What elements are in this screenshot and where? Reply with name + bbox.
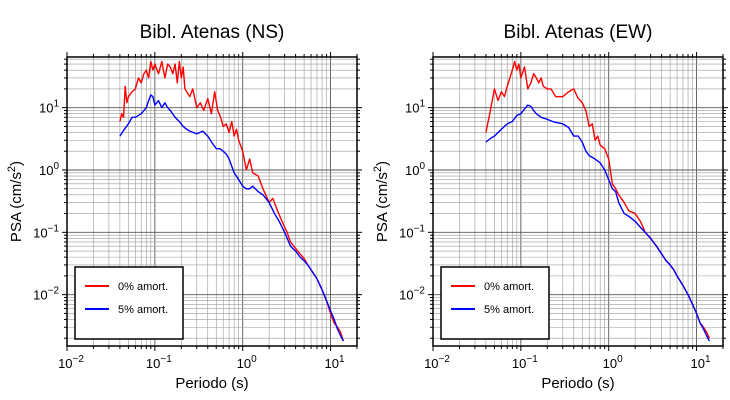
ticks	[62, 52, 362, 351]
plot-frame	[66, 56, 358, 347]
x-axis-label: Periodo (s)	[175, 375, 248, 392]
x-tick-label: 100	[237, 354, 257, 371]
x-tick-label: 101	[691, 354, 711, 371]
y-tick-label: 101	[405, 99, 425, 116]
legend-label: 0% amort.	[484, 281, 534, 293]
legend: 0% amort. 5% amort.	[74, 266, 184, 340]
series-group	[485, 60, 711, 342]
chart-panel-ew: 10−2 10−1 100 101 10−2 10−1 100 101 Bibl. Atenas…	[372, 22, 728, 392]
y-tick-label: 101	[39, 99, 59, 116]
legend-label: 0% amort.	[118, 281, 168, 293]
y-tick-label: 10−1	[33, 223, 59, 240]
chart-title: Bibl. Atenas (EW)	[504, 22, 653, 43]
series-group	[119, 60, 345, 342]
y-tick-label: 10−2	[33, 286, 59, 303]
legend-box	[440, 266, 550, 340]
legend-label: 5% amort.	[118, 304, 168, 316]
series-line-damped	[119, 94, 345, 342]
grid	[432, 57, 724, 346]
series-line-damped	[485, 104, 711, 342]
x-tick-label: 10−2	[58, 354, 84, 371]
chart-title: Bibl. Atenas (NS)	[140, 22, 285, 43]
chart-panel-ns: 10−2 10−1 100 101 10−2 10−1 100 101 Bibl. Atenas…	[6, 22, 362, 392]
series-line-undamped	[119, 60, 345, 342]
y-axis-label: PSA (cm/s2)	[6, 161, 25, 242]
legend-label: 5% amort.	[484, 304, 534, 316]
y-tick-label: 100	[39, 161, 59, 178]
y-tick-label: 10−1	[399, 223, 425, 240]
x-tick-label: 10−1	[146, 354, 172, 371]
x-axis-label: Periodo (s)	[541, 375, 614, 392]
plot-frame	[432, 56, 724, 347]
x-tick-label: 10−1	[512, 354, 538, 371]
x-tick-label: 10−2	[424, 354, 450, 371]
y-tick-label: 10−2	[399, 286, 425, 303]
y-tick-label: 100	[405, 161, 425, 178]
x-tick-label: 101	[325, 354, 345, 371]
legend-box	[74, 266, 184, 340]
x-tick-label: 100	[603, 354, 623, 371]
legend: 0% amort. 5% amort.	[440, 266, 550, 340]
y-axis-label: PSA (cm/s2)	[372, 161, 391, 242]
ticks	[428, 52, 728, 351]
